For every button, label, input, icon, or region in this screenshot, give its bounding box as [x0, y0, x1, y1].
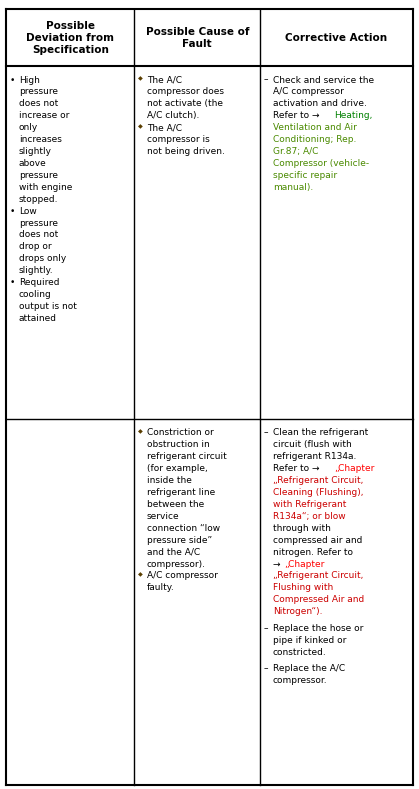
Text: compressor does: compressor does	[147, 88, 224, 96]
Text: Conditioning; Rep.: Conditioning; Rep.	[273, 135, 356, 144]
Text: Check and service the: Check and service the	[273, 76, 374, 84]
Text: not activate (the: not activate (the	[147, 99, 223, 108]
Text: compressor).: compressor).	[147, 559, 206, 569]
Text: Possible
Deviation from
Specification: Possible Deviation from Specification	[26, 21, 114, 54]
Text: output is not: output is not	[19, 302, 77, 311]
Text: –: –	[264, 624, 268, 633]
Text: Possible Cause of
Fault: Possible Cause of Fault	[145, 27, 249, 49]
Text: compressed air and: compressed air and	[273, 536, 362, 544]
Text: –: –	[264, 664, 268, 673]
Text: Refer to →: Refer to →	[273, 464, 322, 473]
Text: High: High	[19, 76, 40, 84]
Text: pressure side”: pressure side”	[147, 536, 212, 544]
Text: Compressed Air and: Compressed Air and	[273, 595, 364, 604]
Text: –: –	[264, 428, 268, 437]
Text: increases: increases	[19, 135, 62, 144]
Text: Replace the hose or: Replace the hose or	[273, 624, 363, 633]
Text: Compressor (vehicle-: Compressor (vehicle-	[273, 159, 369, 168]
Text: slightly.: slightly.	[19, 266, 54, 275]
Text: refrigerant R134a.: refrigerant R134a.	[273, 452, 356, 462]
Text: A/C compressor: A/C compressor	[147, 571, 218, 581]
Text: above: above	[19, 159, 47, 168]
Text: compressor.: compressor.	[273, 676, 328, 686]
Text: Heating,: Heating,	[334, 111, 373, 120]
Text: drop or: drop or	[19, 242, 52, 252]
Text: cooling: cooling	[19, 290, 52, 299]
Text: Required: Required	[19, 279, 59, 287]
Text: A/C compressor: A/C compressor	[273, 88, 344, 96]
Text: not being driven.: not being driven.	[147, 147, 225, 156]
Text: A/C clutch).: A/C clutch).	[147, 111, 199, 120]
Text: drops only: drops only	[19, 254, 66, 264]
Text: faulty.: faulty.	[147, 583, 175, 593]
Text: The A/C: The A/C	[147, 123, 182, 133]
Text: Cleaning (Flushing),: Cleaning (Flushing),	[273, 488, 363, 497]
Text: Clean the refrigerant: Clean the refrigerant	[273, 428, 368, 437]
Text: pressure: pressure	[19, 219, 58, 227]
Text: Ventilation and Air: Ventilation and Air	[273, 123, 357, 133]
Text: pressure: pressure	[19, 171, 58, 180]
Text: with engine: with engine	[19, 183, 72, 192]
Text: and the A/C: and the A/C	[147, 548, 200, 556]
Text: circuit (flush with: circuit (flush with	[273, 440, 352, 450]
Text: only: only	[19, 123, 38, 133]
Text: slightly: slightly	[19, 147, 52, 156]
Text: compressor is: compressor is	[147, 135, 210, 144]
Text: refrigerant circuit: refrigerant circuit	[147, 452, 227, 462]
Text: •: •	[10, 279, 15, 287]
Text: attained: attained	[19, 314, 57, 323]
Text: R134a“; or blow: R134a“; or blow	[273, 512, 346, 521]
Text: obstruction in: obstruction in	[147, 440, 210, 450]
Text: stopped.: stopped.	[19, 195, 58, 204]
Text: „Refrigerant Circuit,: „Refrigerant Circuit,	[273, 571, 363, 581]
Text: Low: Low	[19, 207, 36, 215]
Text: Flushing with: Flushing with	[273, 583, 333, 593]
Text: manual).: manual).	[273, 183, 313, 192]
Text: specific repair: specific repair	[273, 171, 337, 180]
Text: „Chapter: „Chapter	[334, 464, 375, 473]
Text: ◆: ◆	[138, 77, 142, 81]
Text: increase or: increase or	[19, 111, 69, 120]
Text: ◆: ◆	[138, 572, 142, 578]
Text: pressure: pressure	[19, 88, 58, 96]
Text: activation and drive.: activation and drive.	[273, 99, 367, 108]
Text: Refer to →: Refer to →	[273, 111, 322, 120]
Text: The A/C: The A/C	[147, 76, 182, 84]
Text: through with: through with	[273, 524, 331, 533]
Text: connection “low: connection “low	[147, 524, 220, 533]
Text: refrigerant line: refrigerant line	[147, 488, 215, 497]
Text: •: •	[10, 76, 15, 84]
Text: with Refrigerant: with Refrigerant	[273, 500, 346, 509]
Text: (for example,: (for example,	[147, 464, 208, 473]
Text: „Chapter: „Chapter	[284, 559, 324, 569]
Text: service: service	[147, 512, 179, 521]
Text: constricted.: constricted.	[273, 648, 327, 656]
Text: Gr.87; A/C: Gr.87; A/C	[273, 147, 318, 156]
Text: inside the: inside the	[147, 476, 192, 485]
Text: →: →	[273, 559, 283, 569]
Text: ◆: ◆	[138, 124, 142, 129]
Text: •: •	[10, 207, 15, 215]
Text: Corrective Action: Corrective Action	[285, 33, 388, 43]
Text: –: –	[264, 76, 268, 84]
Text: does not: does not	[19, 230, 58, 240]
Text: „Refrigerant Circuit,: „Refrigerant Circuit,	[273, 476, 363, 485]
Text: does not: does not	[19, 99, 58, 108]
Text: ◆: ◆	[138, 429, 142, 434]
Text: Replace the A/C: Replace the A/C	[273, 664, 345, 673]
Text: pipe if kinked or: pipe if kinked or	[273, 636, 346, 645]
Text: nitrogen. Refer to: nitrogen. Refer to	[273, 548, 353, 556]
Text: between the: between the	[147, 500, 204, 509]
Text: Nitrogen“).: Nitrogen“).	[273, 608, 322, 616]
Text: Constriction or: Constriction or	[147, 428, 214, 437]
